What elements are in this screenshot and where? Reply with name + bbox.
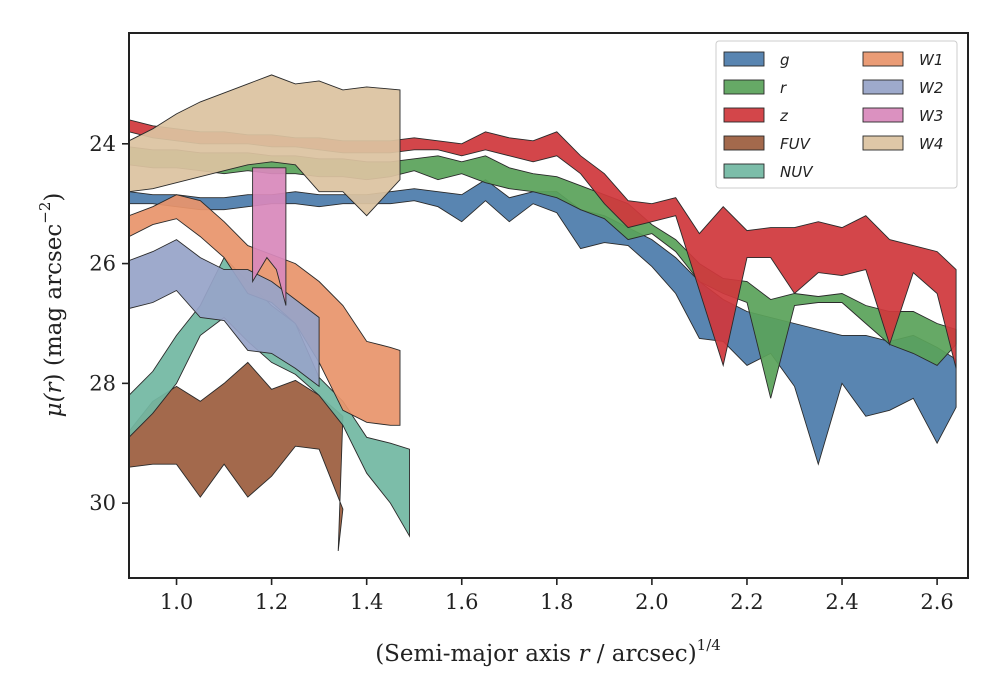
legend: grz FUV NUV W1 W2 W3 W4 xyxy=(715,40,958,189)
legend-item-fuv: FUV xyxy=(723,135,812,153)
legend-item-g: g xyxy=(723,51,790,69)
y-tick-label: 24 xyxy=(89,132,116,156)
y-tick-label: 30 xyxy=(89,491,116,515)
series-area-w4 xyxy=(129,74,401,217)
legend-swatch xyxy=(862,107,904,123)
y-axis-title-exponent: −2 xyxy=(36,202,54,224)
legend-swatch xyxy=(862,51,904,67)
y-axis-title-mu: μ( xyxy=(41,392,67,417)
plot-frame xyxy=(128,32,969,579)
x-axis-title-post: / arcsec) xyxy=(589,641,696,667)
x-tick-label: 1.6 xyxy=(445,590,478,614)
y-axis-title-var: r xyxy=(41,380,67,393)
legend-swatch xyxy=(723,107,765,123)
legend-item-w1: W1 xyxy=(862,51,943,69)
legend-label: r xyxy=(780,79,787,97)
legend-label: W2 xyxy=(919,79,943,97)
y-tick-label: 26 xyxy=(89,252,116,276)
legend-label: g xyxy=(780,51,790,69)
y-axis-ticks: 24 26 28 30 xyxy=(89,132,129,515)
legend-label: W3 xyxy=(919,107,943,125)
legend-swatch xyxy=(723,79,765,95)
legend-swatch xyxy=(723,163,765,179)
legend-item-w2: W2 xyxy=(862,79,943,97)
legend-swatch xyxy=(723,135,765,151)
legend-item-w3: W3 xyxy=(862,107,943,125)
x-axis-ticks: 1.0 1.2 1.4 1.6 1.8 2.0 2.2 2.4 2.6 xyxy=(160,578,954,614)
legend-item-w4: W4 xyxy=(862,135,943,153)
legend-label: NUV xyxy=(780,163,814,181)
x-tick-label: 2.6 xyxy=(920,590,953,614)
x-tick-label: 1.0 xyxy=(160,590,193,614)
series-area-w2 xyxy=(129,239,320,388)
series-area-w3 xyxy=(252,167,287,306)
x-tick-label: 1.4 xyxy=(350,590,383,614)
legend-label: z xyxy=(779,107,789,125)
x-tick-label: 1.2 xyxy=(255,590,288,614)
y-axis-title: μ(r) (mag arcsec−2) xyxy=(36,193,67,418)
legend-swatch xyxy=(862,135,904,151)
y-axis-title-post: ) (mag arcsec xyxy=(41,224,67,383)
x-axis-title-pre: (Semi-major axis xyxy=(375,641,578,667)
x-axis-title: (Semi-major axis r / arcsec)1/4 xyxy=(375,636,721,667)
series-area-fuv xyxy=(129,361,344,552)
series-areas xyxy=(129,74,957,552)
legend-label: W1 xyxy=(919,51,943,69)
x-tick-label: 2.4 xyxy=(825,590,858,614)
legend-swatch xyxy=(862,79,904,95)
legend-label: FUV xyxy=(780,135,812,153)
series-area-g xyxy=(129,179,957,466)
legend-item-r: r xyxy=(723,79,787,97)
legend-swatch xyxy=(723,51,765,67)
x-tick-label: 2.2 xyxy=(730,590,763,614)
x-tick-label: 2.0 xyxy=(635,590,668,614)
legend-item-z: z xyxy=(723,107,789,125)
legend-box xyxy=(715,40,958,189)
y-tick-label: 28 xyxy=(89,371,116,395)
legend-label: W4 xyxy=(919,135,943,153)
y-axis-title-close: ) xyxy=(41,193,67,202)
x-axis-title-exponent: 1/4 xyxy=(697,636,721,654)
x-tick-label: 1.8 xyxy=(540,590,573,614)
series-area-w1 xyxy=(129,194,401,426)
x-axis-title-var: r xyxy=(578,641,591,667)
legend-item-nuv: NUV xyxy=(723,163,814,181)
